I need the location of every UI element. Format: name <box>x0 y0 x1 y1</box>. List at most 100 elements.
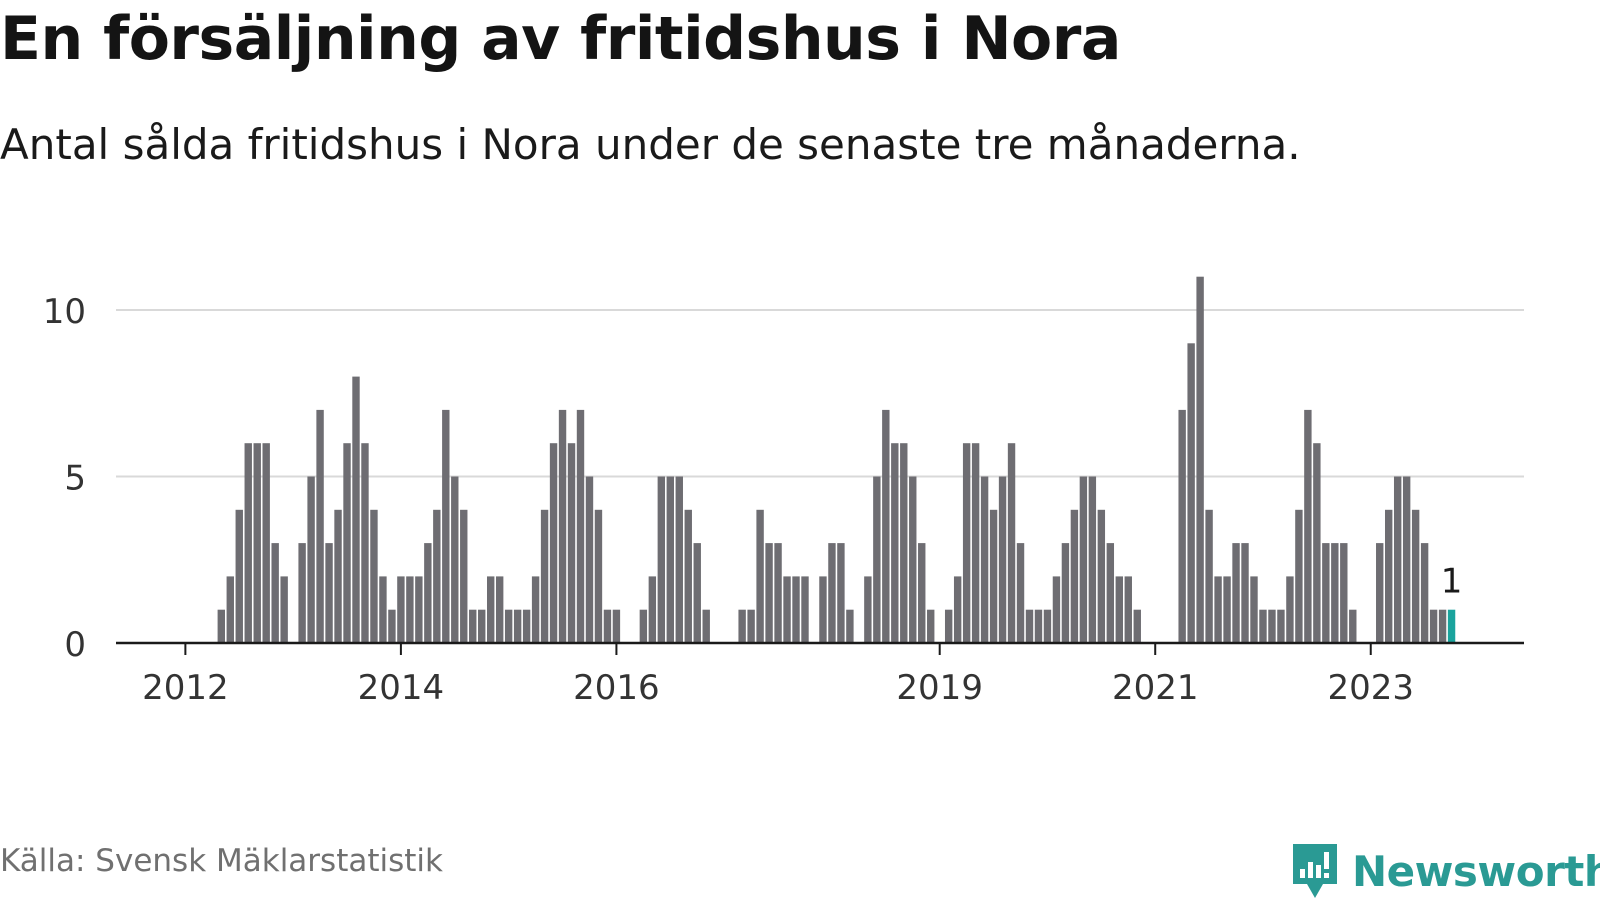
bar <box>226 576 234 643</box>
newsworthy-logo-icon <box>1293 844 1337 898</box>
newsworthy-logo: Newsworthy <box>1290 842 1600 900</box>
bar <box>1313 443 1321 643</box>
bar <box>1304 409 1312 643</box>
bar <box>944 609 953 643</box>
bar <box>648 576 657 643</box>
bar <box>738 609 746 643</box>
bar <box>918 543 926 643</box>
bar <box>1106 543 1115 643</box>
bar <box>531 576 540 643</box>
bar <box>1340 543 1348 643</box>
bar <box>1034 609 1043 643</box>
bar <box>460 509 468 643</box>
bar <box>1349 609 1357 643</box>
bar <box>1411 509 1420 643</box>
y-tick-label: 10 <box>43 292 86 332</box>
chart-title: En försäljning av fritidshus i Nora <box>0 4 1121 74</box>
bar <box>388 609 396 643</box>
bar <box>765 543 773 643</box>
bar <box>567 443 576 643</box>
bar <box>675 476 683 643</box>
x-tick-label: 2021 <box>1112 668 1199 708</box>
bar <box>657 476 666 643</box>
bar <box>1016 543 1025 643</box>
bar <box>415 576 423 643</box>
bar-highlight <box>1447 609 1456 643</box>
bar <box>280 576 288 643</box>
bar <box>1376 543 1384 643</box>
bar <box>1043 609 1052 643</box>
bar <box>451 476 459 643</box>
bar <box>253 443 261 643</box>
newsworthy-logo-text: Newsworthy <box>1352 846 1600 896</box>
y-tick-label: 5 <box>64 459 86 499</box>
bar <box>792 576 800 643</box>
bar <box>747 609 755 643</box>
bar <box>1052 576 1061 643</box>
bar <box>1088 476 1097 643</box>
bar <box>495 576 504 643</box>
bar <box>1115 576 1123 643</box>
bar <box>603 609 612 643</box>
bar <box>1295 509 1303 643</box>
chart-subtitle: Antal sålda fritidshus i Nora under de s… <box>0 120 1301 169</box>
x-tick-label: 2019 <box>896 668 983 708</box>
bar <box>1133 609 1141 643</box>
bar <box>846 609 854 643</box>
bar <box>325 543 333 643</box>
bar <box>334 509 342 643</box>
bar <box>576 409 585 643</box>
bar <box>953 576 962 643</box>
bar <box>244 443 252 643</box>
bar <box>927 609 935 643</box>
bar-chart: 0 5 10 1 2012 2014 2016 2019 2021 2023 <box>43 276 1524 708</box>
gridlines <box>116 309 1524 478</box>
bar <box>594 509 603 643</box>
bar <box>271 543 279 643</box>
bar <box>361 443 369 643</box>
bar <box>962 443 971 643</box>
bars <box>217 276 1456 643</box>
bar <box>828 543 836 643</box>
bar <box>352 376 360 643</box>
bar <box>702 609 710 643</box>
bar <box>469 609 477 643</box>
bar <box>262 443 270 643</box>
bar <box>540 509 549 643</box>
bar <box>442 409 450 643</box>
bar <box>783 576 791 643</box>
bar <box>639 609 648 643</box>
y-tick-label: 0 <box>64 625 86 665</box>
bar <box>1070 509 1079 643</box>
bar <box>316 409 324 643</box>
bar <box>558 409 567 643</box>
bar <box>864 576 872 643</box>
bar <box>1250 576 1258 643</box>
bar <box>989 509 998 643</box>
bar <box>801 576 809 643</box>
bar <box>1268 609 1276 643</box>
bar <box>998 476 1007 643</box>
bar <box>612 609 621 643</box>
bar <box>684 509 692 643</box>
bar <box>1420 543 1429 643</box>
bar <box>837 543 845 643</box>
x-tick-label: 2014 <box>358 668 445 708</box>
bar <box>433 509 441 643</box>
bar <box>504 609 513 643</box>
bar <box>774 543 782 643</box>
bar <box>693 543 701 643</box>
source-note: Källa: Svensk Mäklarstatistik <box>0 843 443 879</box>
bar <box>1079 476 1088 643</box>
bar <box>666 476 674 643</box>
bar <box>980 476 989 643</box>
bar <box>873 476 881 643</box>
bar <box>1286 576 1294 643</box>
bar <box>1429 609 1438 643</box>
bar <box>487 576 495 643</box>
bar <box>307 476 315 643</box>
bar <box>756 509 764 643</box>
bar <box>1259 609 1267 643</box>
x-tick-label: 2016 <box>573 668 660 708</box>
bar <box>1331 543 1339 643</box>
